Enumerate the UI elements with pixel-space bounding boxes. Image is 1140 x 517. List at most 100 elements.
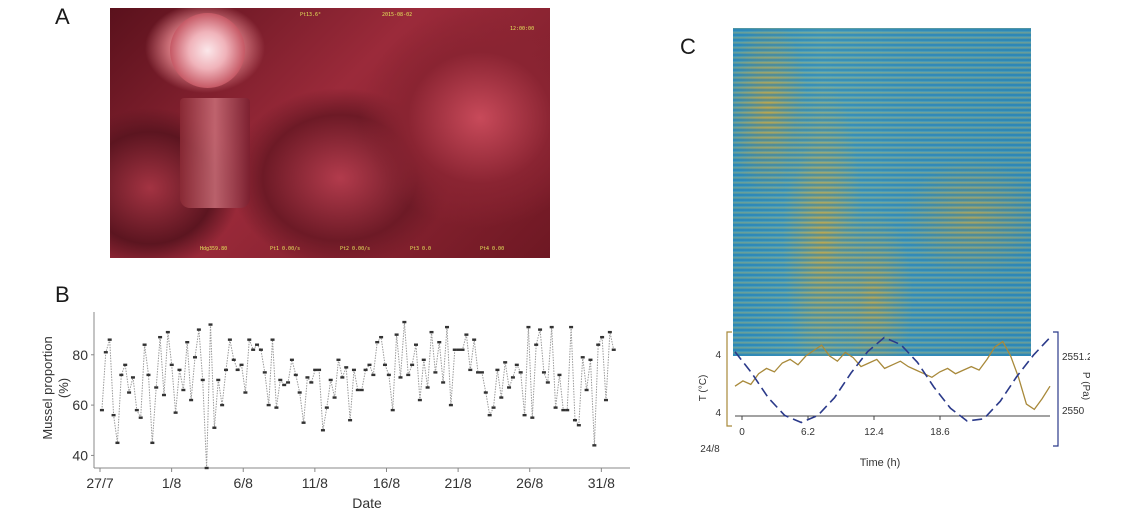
data-point bbox=[429, 330, 434, 334]
data-point bbox=[278, 378, 283, 382]
data-point bbox=[332, 396, 337, 399]
data-point bbox=[456, 348, 461, 351]
data-point bbox=[572, 418, 577, 422]
data-point bbox=[402, 320, 407, 324]
x-tick-label: 1/8 bbox=[162, 475, 182, 491]
left-axis-bracket bbox=[726, 331, 732, 427]
y-tick-label: 80 bbox=[72, 347, 88, 363]
data-point bbox=[596, 343, 601, 346]
seafloor-camera-photo: Pt13.6° 2015-08-02 12:00:00 Hdg359.80 Pt… bbox=[110, 8, 550, 258]
data-point bbox=[103, 351, 108, 354]
data-point bbox=[270, 338, 275, 341]
data-point bbox=[99, 408, 104, 412]
data-point bbox=[243, 391, 248, 394]
x-tick-label: 12.4 bbox=[864, 427, 884, 438]
data-point bbox=[142, 343, 147, 346]
x-tick-label: 27/7 bbox=[86, 475, 113, 491]
data-point bbox=[158, 335, 163, 339]
data-point bbox=[557, 373, 562, 377]
data-point bbox=[231, 358, 236, 362]
panel-label-b: B bbox=[55, 282, 70, 307]
data-point bbox=[592, 444, 597, 447]
x-tick-label: 18.6 bbox=[930, 427, 950, 438]
data-point bbox=[507, 386, 512, 389]
data-point bbox=[379, 335, 384, 339]
data-point bbox=[274, 406, 279, 409]
data-point bbox=[224, 368, 229, 372]
data-point bbox=[538, 328, 543, 331]
data-point bbox=[460, 348, 465, 351]
data-point bbox=[398, 376, 403, 379]
data-point bbox=[600, 335, 605, 339]
data-point bbox=[212, 426, 217, 429]
data-point bbox=[588, 358, 593, 362]
data-point bbox=[476, 371, 481, 374]
data-point bbox=[580, 356, 585, 359]
data-point bbox=[127, 391, 132, 394]
data-point bbox=[344, 366, 349, 369]
data-point bbox=[363, 368, 368, 372]
data-point bbox=[483, 391, 488, 394]
data-point bbox=[173, 411, 178, 414]
chart-c-axes: 0 6.2 12.4 18.6 4 4 2551.2 2550 bbox=[715, 331, 1090, 447]
data-point bbox=[123, 363, 128, 367]
data-point bbox=[146, 373, 151, 377]
fan-object bbox=[170, 13, 245, 88]
data-point bbox=[448, 403, 453, 407]
data-point bbox=[367, 363, 372, 367]
x-tick-label: 21/8 bbox=[444, 475, 471, 491]
temperature-line bbox=[734, 340, 1051, 411]
data-point bbox=[134, 408, 139, 412]
data-point bbox=[355, 388, 360, 392]
left-tick-label: 4 bbox=[715, 350, 721, 361]
data-point bbox=[181, 388, 186, 392]
data-point bbox=[216, 378, 221, 382]
data-point bbox=[192, 356, 197, 359]
data-point bbox=[530, 416, 535, 419]
data-point bbox=[309, 381, 314, 384]
data-point bbox=[433, 371, 438, 374]
data-point bbox=[289, 358, 294, 362]
data-point bbox=[495, 368, 500, 372]
y-tick-label: 60 bbox=[72, 397, 88, 413]
data-point bbox=[479, 371, 484, 374]
y-axis-label: Mussel proportion(%) bbox=[40, 336, 71, 439]
x-tick-label: 31/8 bbox=[588, 475, 615, 491]
camera-overlay-text: 12:00:00 bbox=[510, 26, 535, 32]
data-point bbox=[266, 403, 271, 407]
data-point bbox=[541, 371, 546, 374]
right-axis-label: P (Pa) bbox=[1080, 372, 1090, 400]
camera-overlay-text: Pt3 0.0 bbox=[410, 246, 432, 252]
data-point bbox=[247, 338, 252, 341]
data-point bbox=[220, 403, 225, 407]
left-axis-label: T (°C) bbox=[698, 375, 709, 402]
data-point bbox=[603, 398, 608, 402]
data-point bbox=[406, 373, 411, 377]
data-point bbox=[472, 338, 477, 341]
chart-b-points bbox=[99, 320, 616, 470]
x-tick-label: 6/8 bbox=[234, 475, 254, 491]
heatmap bbox=[733, 28, 1031, 356]
data-point bbox=[413, 343, 418, 346]
data-point bbox=[576, 424, 581, 427]
data-point bbox=[150, 441, 155, 445]
data-point bbox=[464, 333, 469, 336]
data-point bbox=[359, 388, 364, 392]
left-tick-label: 4 bbox=[715, 408, 721, 419]
x-tick-label: 6.2 bbox=[801, 427, 815, 438]
y-axis-label-line: (%) bbox=[56, 378, 71, 398]
y-tick-label: 40 bbox=[72, 447, 88, 463]
data-point bbox=[351, 368, 356, 372]
data-point bbox=[371, 373, 376, 377]
data-point bbox=[282, 383, 287, 387]
data-point bbox=[255, 343, 260, 346]
data-point bbox=[130, 376, 135, 379]
data-point bbox=[561, 408, 566, 412]
panel-label-c: C bbox=[680, 34, 696, 59]
data-point bbox=[375, 340, 380, 344]
data-point bbox=[111, 413, 116, 417]
data-point bbox=[510, 376, 515, 379]
data-point bbox=[340, 376, 345, 379]
right-tick-label: 2551.2 bbox=[1062, 352, 1090, 363]
data-point bbox=[386, 373, 391, 377]
